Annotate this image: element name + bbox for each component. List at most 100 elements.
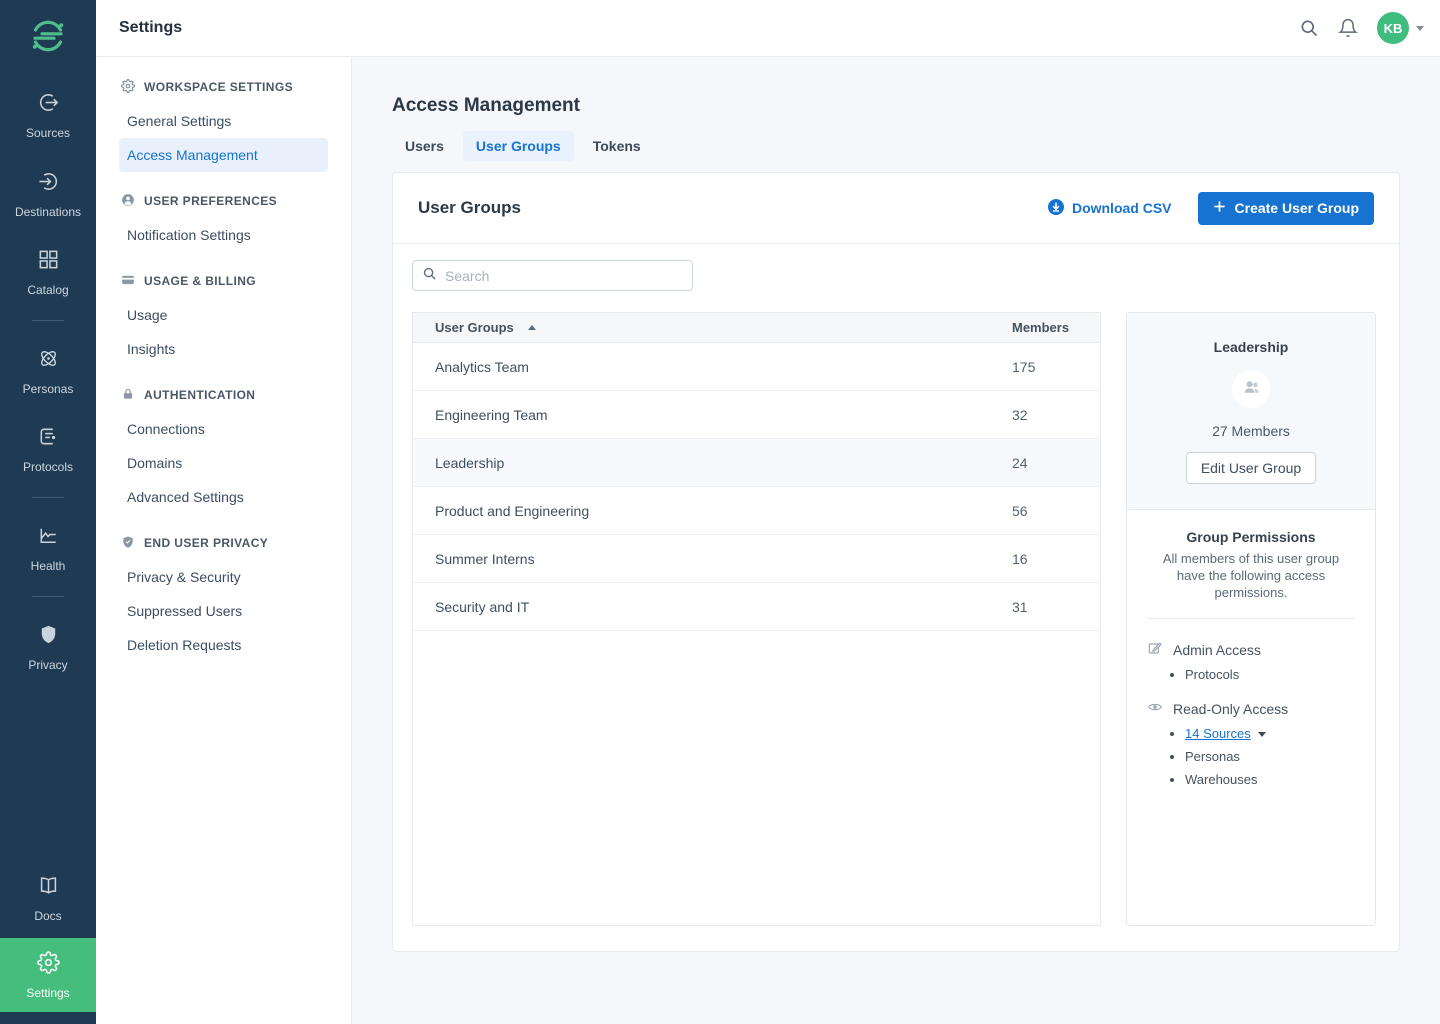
catalog-icon <box>37 248 60 276</box>
sidebar-item-label: Catalog <box>27 283 69 297</box>
app-sidebar: Sources Destinations Catalog Personas Pr… <box>0 0 96 1024</box>
download-csv-link[interactable]: Download CSV <box>1047 198 1172 218</box>
group-permissions: Group Permissions All members of this us… <box>1127 510 1375 787</box>
admin-access-list: Protocols <box>1147 667 1355 682</box>
nav-item-insights[interactable]: Insights <box>127 341 176 357</box>
nav-item-deletion-requests[interactable]: Deletion Requests <box>127 637 242 653</box>
group-members: 16 <box>1012 550 1028 567</box>
sidebar-item-label: Privacy <box>28 658 68 672</box>
nav-item-privacy-security[interactable]: Privacy & Security <box>127 569 241 585</box>
group-title: Leadership <box>1213 339 1289 355</box>
page-title: Access Management <box>392 95 580 116</box>
table-row-selected[interactable]: Leadership 24 <box>413 439 1100 487</box>
sidebar-divider <box>32 497 64 498</box>
chevron-down-icon <box>1416 25 1424 31</box>
nav-item-advanced-settings[interactable]: Advanced Settings <box>127 489 244 505</box>
column-header-members[interactable]: Members <box>1012 320 1070 335</box>
shield-icon <box>121 535 135 552</box>
table-row[interactable]: Security and IT 31 <box>413 583 1100 631</box>
table-row[interactable]: Engineering Team 32 <box>413 391 1100 439</box>
nav-item-usage[interactable]: Usage <box>127 307 168 323</box>
search-input[interactable] <box>445 267 683 284</box>
nav-item-notification-settings[interactable]: Notification Settings <box>127 227 251 243</box>
read-only-access-label: Read-Only Access <box>1173 700 1289 717</box>
sort-ascending-icon[interactable] <box>527 325 536 330</box>
edit-icon <box>1147 640 1163 659</box>
docs-book-icon <box>37 874 60 902</box>
settings-gear-icon <box>36 950 60 979</box>
sidebar-item-sources[interactable]: Sources <box>0 91 96 140</box>
nav-section-workspace-settings: WORKSPACE SETTINGS General Settings Acce… <box>119 70 328 172</box>
segment-logo-icon[interactable] <box>30 18 66 54</box>
notifications-bell-icon[interactable] <box>1338 18 1358 38</box>
health-icon <box>37 524 60 552</box>
sidebar-item-protocols[interactable]: Protocols <box>0 425 96 474</box>
sidebar-item-docs[interactable]: Docs <box>0 874 96 923</box>
group-avatar <box>1232 370 1270 408</box>
nav-section-header: USAGE & BILLING <box>119 264 328 298</box>
column-header-user-groups[interactable]: User Groups <box>435 320 514 335</box>
nav-section-header: END USER PRIVACY <box>119 526 328 560</box>
table-header: User Groups Members <box>413 313 1100 343</box>
lock-icon <box>121 387 135 404</box>
sidebar-item-label: Personas <box>22 382 74 396</box>
sidebar-item-personas[interactable]: Personas <box>0 347 96 396</box>
sidebar-divider <box>32 320 64 321</box>
avatar[interactable]: KB <box>1377 12 1409 44</box>
sidebar-item-label: Sources <box>25 126 71 140</box>
settings-nav: WORKSPACE SETTINGS General Settings Acce… <box>96 57 352 1024</box>
nav-section-header: WORKSPACE SETTINGS <box>119 70 328 104</box>
tab-user-groups[interactable]: User Groups <box>462 131 574 161</box>
gear-icon <box>120 78 136 96</box>
nav-item-connections[interactable]: Connections <box>127 421 205 437</box>
group-name: Analytics Team <box>435 358 529 375</box>
search-icon[interactable] <box>1299 18 1319 38</box>
search-box[interactable] <box>412 260 693 291</box>
nav-section-title: END USER PRIVACY <box>144 536 269 550</box>
read-only-access-row: Read-Only Access <box>1147 699 1355 718</box>
nav-section-authentication: AUTHENTICATION Connections Domains Advan… <box>119 378 328 514</box>
nav-item-access-management[interactable]: Access Management <box>119 138 328 172</box>
permission-item: 14 Sources <box>1185 726 1355 741</box>
sidebar-item-catalog[interactable]: Catalog <box>0 248 96 297</box>
sidebar-item-label: Protocols <box>22 460 74 474</box>
nav-item-domains[interactable]: Domains <box>127 455 183 471</box>
permissions-title: Group Permissions <box>1186 529 1316 545</box>
nav-section-end-user-privacy: END USER PRIVACY Privacy & Security Supp… <box>119 526 328 662</box>
eye-icon <box>1147 699 1163 718</box>
create-user-group-button[interactable]: Create User Group <box>1197 191 1374 225</box>
tab-bar: Users User Groups Tokens <box>392 131 1400 161</box>
user-icon <box>121 193 135 210</box>
permission-item: Warehouses <box>1185 772 1355 787</box>
nav-item-general-settings[interactable]: General Settings <box>127 113 232 129</box>
group-name: Summer Interns <box>435 550 535 567</box>
plus-icon <box>1213 200 1226 216</box>
group-members: 32 <box>1012 406 1028 423</box>
sidebar-item-label: Destinations <box>14 205 82 219</box>
sources-count-link[interactable]: 14 Sources <box>1185 726 1251 741</box>
chevron-down-icon[interactable] <box>1257 732 1266 738</box>
tab-users[interactable]: Users <box>405 138 444 154</box>
sidebar-item-label: Settings <box>26 985 70 1000</box>
group-members: 24 <box>1012 454 1028 471</box>
nav-section-header: AUTHENTICATION <box>119 378 328 412</box>
nav-section-title: AUTHENTICATION <box>144 388 256 402</box>
people-icon <box>1242 377 1261 401</box>
user-menu[interactable]: KB <box>1377 12 1424 44</box>
download-icon <box>1047 198 1064 218</box>
search-icon <box>422 266 437 286</box>
group-profile: Leadership 27 Members Edit User Group <box>1127 313 1375 510</box>
group-members-count: 27 Members <box>1212 423 1290 439</box>
sidebar-item-health[interactable]: Health <box>0 524 96 573</box>
sidebar-item-destinations[interactable]: Destinations <box>0 170 96 219</box>
edit-user-group-button[interactable]: Edit User Group <box>1185 452 1317 484</box>
tab-tokens[interactable]: Tokens <box>592 138 641 154</box>
table-row[interactable]: Analytics Team 175 <box>413 343 1100 391</box>
admin-access-row: Admin Access <box>1147 640 1355 659</box>
table-row[interactable]: Summer Interns 16 <box>413 535 1100 583</box>
sidebar-item-privacy[interactable]: Privacy <box>0 623 96 672</box>
protocols-icon <box>37 425 60 453</box>
nav-item-suppressed-users[interactable]: Suppressed Users <box>127 603 243 619</box>
sidebar-item-settings[interactable]: Settings <box>0 938 96 1012</box>
table-row[interactable]: Product and Engineering 56 <box>413 487 1100 535</box>
